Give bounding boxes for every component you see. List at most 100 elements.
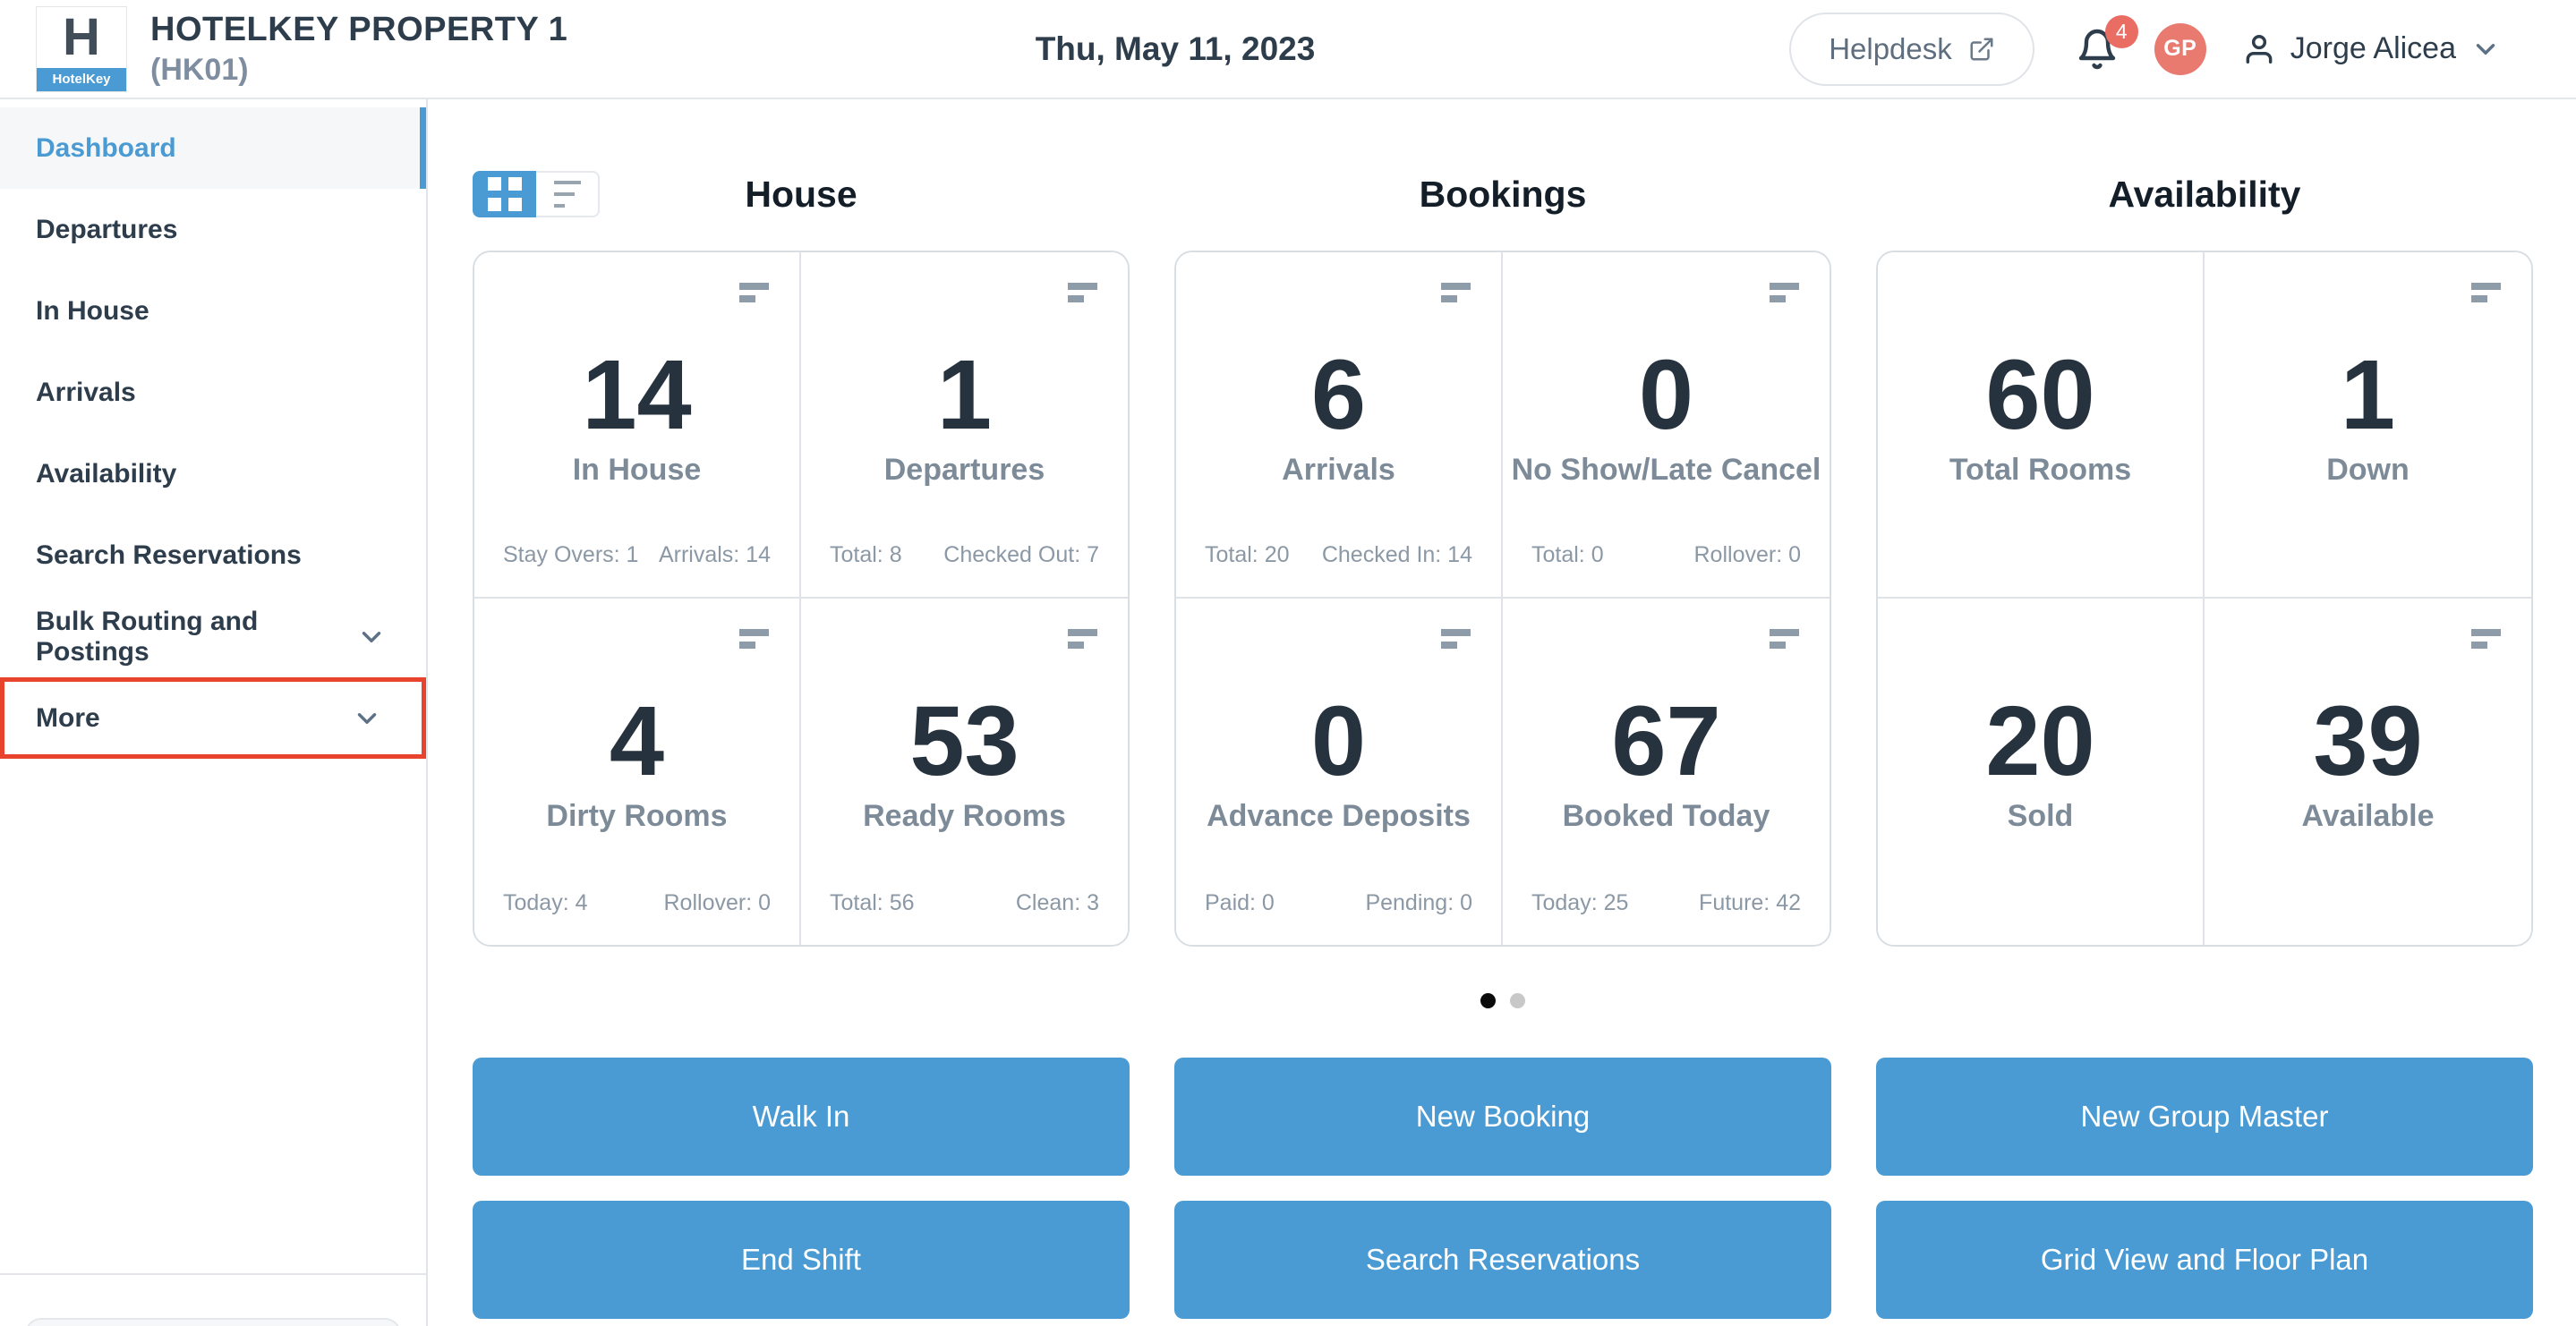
walk-in-button[interactable]: Walk In	[473, 1058, 1130, 1176]
stat-footer: Total: 0 Rollover: 0	[1531, 542, 1801, 568]
stat-footer-left: Today: 25	[1531, 890, 1629, 915]
bookings-card-group: 6 Arrivals Total: 20 Checked In: 14 0 No…	[1174, 251, 1831, 947]
sort-bars-icon[interactable]	[739, 629, 769, 649]
stat-card-in-house[interactable]: 14 In House Stay Overs: 1 Arrivals: 14	[474, 252, 801, 599]
sort-bars-icon[interactable]	[739, 283, 769, 302]
property-name: HOTELKEY PROPERTY 1	[150, 10, 568, 48]
stat-value: 60	[1985, 340, 2095, 450]
avatar[interactable]: GP	[2154, 22, 2206, 75]
stat-footer-left: Paid: 0	[1205, 890, 1275, 915]
quick-actions-row-2: End Shift Search Reservations Grid View …	[473, 1201, 2533, 1319]
sidebar-item-label: Dashboard	[36, 132, 176, 163]
header-controls: Helpdesk 4 GP	[1789, 12, 2501, 86]
stat-card-arrivals[interactable]: 6 Arrivals Total: 20 Checked In: 14	[1176, 252, 1503, 599]
stat-footer: Total: 20 Checked In: 14	[1205, 542, 1472, 568]
new-group-master-button[interactable]: New Group Master	[1876, 1058, 2533, 1176]
stat-card-advance-deposits[interactable]: 0 Advance Deposits Paid: 0 Pending: 0	[1176, 599, 1503, 945]
stat-footer-left: Today: 4	[503, 890, 588, 915]
stat-footer-right: Checked Out: 7	[943, 542, 1099, 567]
sort-bars-icon[interactable]	[1770, 629, 1799, 649]
stat-value: 14	[582, 340, 692, 450]
stat-value: 0	[1638, 340, 1694, 450]
stat-footer-left: Stay Overs: 1	[503, 542, 639, 567]
availability-card-group: 60 Total Rooms 1 Down 20 Sold 39	[1876, 251, 2533, 947]
grid-view-and-floor-plan-button[interactable]: Grid View and Floor Plan	[1876, 1201, 2533, 1319]
sort-bars-icon[interactable]	[1068, 629, 1097, 649]
sort-bars-icon[interactable]	[1441, 283, 1471, 302]
property-info: HOTELKEY PROPERTY 1 (HK01)	[150, 11, 567, 88]
sort-bars-icon[interactable]	[1441, 629, 1471, 649]
stat-card-available[interactable]: 39 Available	[2205, 599, 2531, 945]
stat-footer-right: Pending: 0	[1365, 890, 1472, 915]
stat-value: 6	[1310, 340, 1367, 450]
grid-view-button[interactable]	[473, 171, 536, 217]
stat-value: 39	[2313, 686, 2423, 796]
notifications-button[interactable]: 4	[2076, 14, 2138, 71]
sidebar-item-departures[interactable]: Departures	[0, 189, 426, 270]
sidebar-item-label: Arrivals	[36, 377, 136, 407]
stat-label: Total Rooms	[1949, 453, 2132, 487]
stat-footer-right: Arrivals: 14	[658, 542, 771, 567]
stat-label: In House	[572, 453, 702, 487]
stat-label: Ready Rooms	[863, 799, 1066, 833]
sidebar-item-availability[interactable]: Availability	[0, 433, 426, 514]
dashboard-main: House Bookings Availability 14 In House …	[428, 99, 2576, 1326]
stat-card-departures[interactable]: 1 Departures Total: 8 Checked Out: 7	[801, 252, 1128, 599]
stat-card-booked-today[interactable]: 67 Booked Today Today: 25 Future: 42	[1503, 599, 1830, 945]
sidebar-item-search-reservations[interactable]: Search Reservations	[0, 514, 426, 596]
stat-footer: Stay Overs: 1 Arrivals: 14	[503, 542, 771, 568]
stat-footer-right: Future: 42	[1699, 890, 1801, 915]
sidebar-item-label: In House	[36, 295, 149, 326]
section-title-bookings: Bookings	[1419, 174, 1587, 215]
stat-footer: Total: 56 Clean: 3	[830, 890, 1099, 916]
stat-card-ready-rooms[interactable]: 53 Ready Rooms Total: 56 Clean: 3	[801, 599, 1128, 945]
helpdesk-label: Helpdesk	[1829, 31, 1952, 65]
stat-label: Arrivals	[1282, 453, 1395, 487]
sidebar-item-more[interactable]: More	[0, 677, 426, 759]
new-booking-button[interactable]: New Booking	[1174, 1058, 1831, 1176]
section-titles: House Bookings Availability	[473, 171, 2533, 217]
sidebar-item-arrivals[interactable]: Arrivals	[0, 352, 426, 433]
sidebar-item-dashboard[interactable]: Dashboard	[0, 107, 426, 189]
sort-bars-icon[interactable]	[2471, 629, 2501, 649]
sidebar-item-label: Departures	[36, 214, 178, 244]
sidebar-item-bulk-routing-and-postings[interactable]: Bulk Routing and Postings	[0, 596, 426, 677]
page-body: Dashboard Departures In House Arrivals A…	[0, 99, 2576, 1326]
sidebar-footer-pill[interactable]	[25, 1318, 401, 1326]
notification-badge: 4	[2104, 14, 2138, 48]
sort-bars-icon[interactable]	[1770, 283, 1799, 302]
stat-label: Down	[2326, 453, 2410, 487]
stat-value: 0	[1310, 686, 1367, 796]
sort-bars-icon[interactable]	[2471, 283, 2501, 302]
sidebar-item-label: Search Reservations	[36, 540, 302, 570]
stat-card-no-show-late-cancel[interactable]: 0 No Show/Late Cancel Total: 0 Rollover:…	[1503, 252, 1830, 599]
search-reservations-button[interactable]: Search Reservations	[1174, 1201, 1831, 1319]
stat-card-dirty-rooms[interactable]: 4 Dirty Rooms Today: 4 Rollover: 0	[474, 599, 801, 945]
stat-card-sold[interactable]: 20 Sold	[1878, 599, 2205, 945]
list-view-button[interactable]	[536, 171, 600, 217]
stat-value: 4	[609, 686, 665, 796]
stat-value: 20	[1985, 686, 2095, 796]
sidebar-nav: Dashboard Departures In House Arrivals A…	[0, 99, 426, 759]
stat-card-total-rooms[interactable]: 60 Total Rooms	[1878, 252, 2205, 599]
user-menu[interactable]: Jorge Alicea	[2242, 31, 2501, 66]
section-title-house: House	[745, 174, 857, 215]
stat-footer-left: Total: 20	[1205, 542, 1290, 567]
list-icon	[553, 181, 581, 208]
stat-footer-right: Rollover: 0	[663, 890, 772, 915]
carousel-dot-1[interactable]	[1480, 993, 1496, 1008]
stat-value: 1	[2340, 340, 2396, 450]
sidebar-item-in-house[interactable]: In House	[0, 270, 426, 352]
end-shift-button[interactable]: End Shift	[473, 1201, 1130, 1319]
user-name: Jorge Alicea	[2290, 31, 2456, 65]
helpdesk-button[interactable]: Helpdesk	[1789, 12, 2034, 86]
stat-value: 67	[1611, 686, 1721, 796]
stat-footer: Paid: 0 Pending: 0	[1205, 890, 1472, 916]
sidebar-item-label: Bulk Routing and Postings	[36, 606, 259, 667]
bell-icon	[2076, 28, 2119, 71]
sort-bars-icon[interactable]	[1068, 283, 1097, 302]
stat-card-down[interactable]: 1 Down	[2205, 252, 2531, 599]
grid-icon	[487, 177, 522, 211]
carousel-dot-2[interactable]	[1510, 993, 1525, 1008]
